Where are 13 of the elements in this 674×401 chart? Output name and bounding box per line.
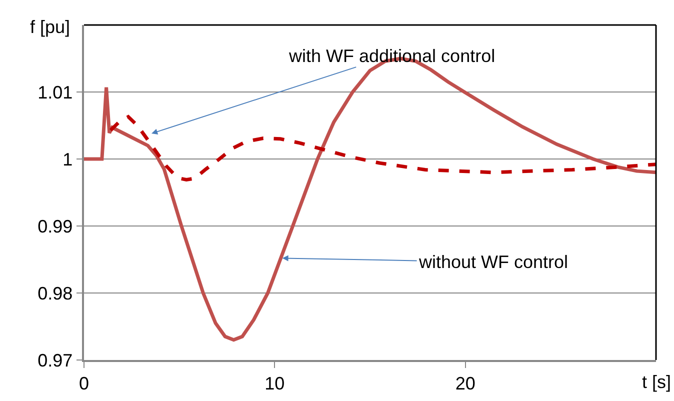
annotation: with WF additional control: [288, 46, 496, 66]
annotation: without WF control: [418, 252, 568, 272]
x-tick-label: 0: [78, 373, 90, 394]
x-axis-title: t [s]: [642, 372, 672, 392]
line-series: [108, 115, 656, 182]
y-tick-label: 1: [62, 149, 73, 170]
y-tick-label: 1.01: [38, 82, 73, 102]
y-tick-label: 0.98: [38, 283, 73, 304]
y-axis-title: f [pu]: [30, 17, 70, 37]
x-tick-label: 20: [455, 373, 476, 394]
y-tick-label: 0.97: [38, 350, 73, 370]
x-tick-label: 10: [264, 373, 285, 394]
y-tick-label: 0.99: [38, 216, 73, 236]
